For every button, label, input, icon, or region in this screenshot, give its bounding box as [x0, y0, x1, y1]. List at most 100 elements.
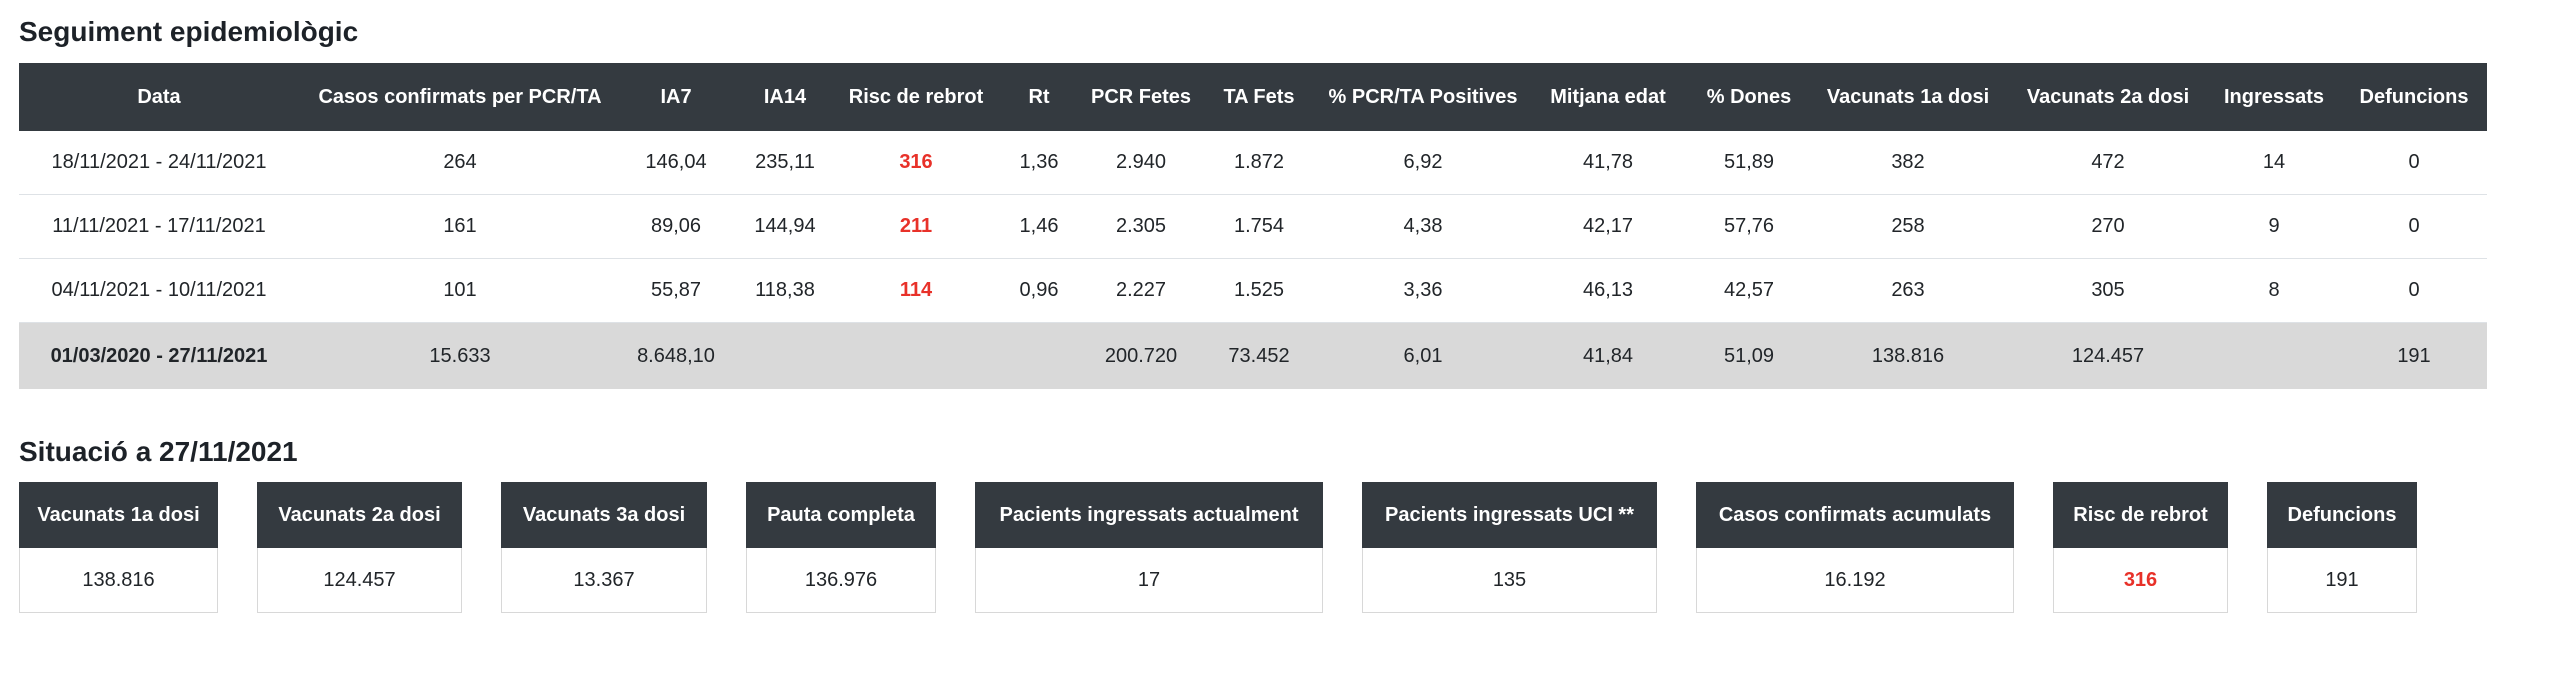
cell-casos: 101: [299, 258, 621, 323]
cell-risc-de-rebrot: 316: [839, 131, 993, 195]
cell-total-ia7: 8.648,10: [621, 322, 731, 389]
stat-card-label: Pacients ingressats UCI **: [1362, 482, 1657, 548]
cell-ingressats: 8: [2207, 258, 2341, 323]
table-row-week-1: 18/11/2021 - 24/11/2021 264 146,04 235,1…: [19, 131, 2487, 195]
cell-rt: 1,36: [993, 131, 1085, 195]
cell-ia7: 55,87: [621, 258, 731, 323]
cell-total-rt: [993, 322, 1085, 389]
stat-card-value: 16.192: [1824, 568, 1886, 591]
stat-card-label: Casos confirmats acumulats: [1696, 482, 2014, 548]
stat-card-label: Vacunats 3a dosi: [501, 482, 707, 548]
cell-defuncions: 0: [2341, 258, 2487, 323]
cell-date-range: 04/11/2021 - 10/11/2021: [19, 258, 299, 323]
cell-ia7: 89,06: [621, 194, 731, 259]
stat-card-value: 135: [1492, 568, 1527, 591]
cell-total-pct-positives: 6,01: [1321, 322, 1525, 389]
cell-casos: 161: [299, 194, 621, 259]
column-header-vacunats-1a-dosi: Vacunats 1a dosi: [1807, 63, 2009, 131]
stat-card-value: 138.816: [82, 568, 155, 591]
cell-vacunats-2a: 305: [2009, 258, 2207, 323]
stat-card-casos-acumulats: Casos confirmats acumulats 16.192: [1696, 482, 2014, 613]
cell-ta-fets: 1.872: [1197, 131, 1321, 195]
cell-vacunats-1a: 258: [1807, 194, 2009, 259]
column-header-pcr-fetes: PCR Fetes: [1085, 63, 1197, 131]
cell-total-ta-fets: 73.452: [1197, 322, 1321, 389]
column-header-ingressats: Ingressats: [2207, 63, 2341, 131]
cell-defuncions: 0: [2341, 131, 2487, 195]
column-header-pct-pcr-ta-positives: % PCR/TA Positives: [1321, 63, 1525, 131]
table-row-week-2: 11/11/2021 - 17/11/2021 161 89,06 144,94…: [19, 194, 2487, 259]
cell-ia14: 235,11: [731, 131, 839, 195]
dashboard-page: Seguiment epidemiològic Data Casos confi…: [0, 15, 2560, 613]
stat-card-value: 124.457: [323, 568, 396, 591]
table-row-week-3: 04/11/2021 - 10/11/2021 101 55,87 118,38…: [19, 258, 2487, 323]
stat-card-label: Defuncions: [2267, 482, 2417, 548]
cell-ta-fets: 1.525: [1197, 258, 1321, 323]
cell-total-defuncions: 191: [2341, 322, 2487, 389]
cell-total-pcr-fetes: 200.720: [1085, 322, 1197, 389]
stat-card-pauta-completa: Pauta completa 136.976: [746, 482, 936, 613]
table-header-row: Data Casos confirmats per PCR/TA IA7 IA1…: [19, 63, 2487, 131]
cell-total-date-range: 01/03/2020 - 27/11/2021: [19, 322, 299, 389]
stat-card-label: Vacunats 1a dosi: [19, 482, 218, 548]
column-header-casos-pcr-ta: Casos confirmats per PCR/TA: [299, 63, 621, 131]
cell-rt: 0,96: [993, 258, 1085, 323]
cell-pct-positives: 4,38: [1321, 194, 1525, 259]
stat-card-value: 13.367: [573, 568, 635, 591]
column-header-mitjana-edat: Mitjana edat: [1525, 63, 1691, 131]
column-header-vacunats-2a-dosi: Vacunats 2a dosi: [2009, 63, 2207, 131]
cell-casos: 264: [299, 131, 621, 195]
cell-ingressats: 9: [2207, 194, 2341, 259]
table-total-row: 01/03/2020 - 27/11/2021 15.633 8.648,10 …: [19, 322, 2487, 389]
cell-ia14: 144,94: [731, 194, 839, 259]
cell-ia7: 146,04: [621, 131, 731, 195]
cell-ingressats: 14: [2207, 131, 2341, 195]
cell-rt: 1,46: [993, 194, 1085, 259]
cell-pct-dones: 57,76: [1691, 194, 1807, 259]
cell-mitjana-edat: 46,13: [1525, 258, 1691, 323]
cell-total-casos: 15.633: [299, 322, 621, 389]
cell-date-range: 11/11/2021 - 17/11/2021: [19, 194, 299, 259]
cell-risc-de-rebrot: 114: [839, 258, 993, 323]
cell-risc-de-rebrot: 211: [839, 194, 993, 259]
cell-total-ingressats: [2207, 322, 2341, 389]
stat-card-label: Pauta completa: [746, 482, 936, 548]
column-header-ia7: IA7: [621, 63, 731, 131]
epidemiology-table: Data Casos confirmats per PCR/TA IA7 IA1…: [19, 63, 2487, 389]
cell-ta-fets: 1.754: [1197, 194, 1321, 259]
stat-card-label: Vacunats 2a dosi: [257, 482, 462, 548]
cell-ia14: 118,38: [731, 258, 839, 323]
stat-card-defuncions: Defuncions 191: [2267, 482, 2417, 613]
stat-card-label: Risc de rebrot: [2053, 482, 2228, 548]
column-header-data: Data: [19, 63, 299, 131]
cell-pct-dones: 51,89: [1691, 131, 1807, 195]
cell-mitjana-edat: 41,78: [1525, 131, 1691, 195]
cell-pct-dones: 42,57: [1691, 258, 1807, 323]
cell-pct-positives: 6,92: [1321, 131, 1525, 195]
cell-total-mitjana-edat: 41,84: [1525, 322, 1691, 389]
stat-card-vacunats-2a-dosi: Vacunats 2a dosi 124.457: [257, 482, 462, 613]
cell-date-range: 18/11/2021 - 24/11/2021: [19, 131, 299, 195]
column-header-rt: Rt: [993, 63, 1085, 131]
cell-total-pct-dones: 51,09: [1691, 322, 1807, 389]
column-header-risc-de-rebrot: Risc de rebrot: [839, 63, 993, 131]
cell-vacunats-1a: 382: [1807, 131, 2009, 195]
stat-card-value: 17: [1137, 568, 1161, 591]
cell-pcr-fetes: 2.940: [1085, 131, 1197, 195]
section-title-situacio: Situació a 27/11/2021: [19, 436, 298, 467]
column-header-ia14: IA14: [731, 63, 839, 131]
stat-card-pacients-uci: Pacients ingressats UCI ** 135: [1362, 482, 1657, 613]
column-header-defuncions: Defuncions: [2341, 63, 2487, 131]
cell-vacunats-2a: 472: [2009, 131, 2207, 195]
stat-card-vacunats-3a-dosi: Vacunats 3a dosi 13.367: [501, 482, 707, 613]
cell-total-vacunats-1a: 138.816: [1807, 322, 2009, 389]
status-cards: Vacunats 1a dosi 138.816 Vacunats 2a dos…: [19, 482, 2560, 613]
stat-card-value: 136.976: [804, 568, 878, 591]
column-header-ta-fets: TA Fets: [1197, 63, 1321, 131]
cell-total-risc: [839, 322, 993, 389]
stat-card-pacients-ingressats: Pacients ingressats actualment 17: [975, 482, 1323, 613]
cell-total-ia14: [731, 322, 839, 389]
stat-card-vacunats-1a-dosi: Vacunats 1a dosi 138.816: [19, 482, 218, 613]
cell-pcr-fetes: 2.305: [1085, 194, 1197, 259]
stat-card-value: 191: [2325, 568, 2359, 591]
